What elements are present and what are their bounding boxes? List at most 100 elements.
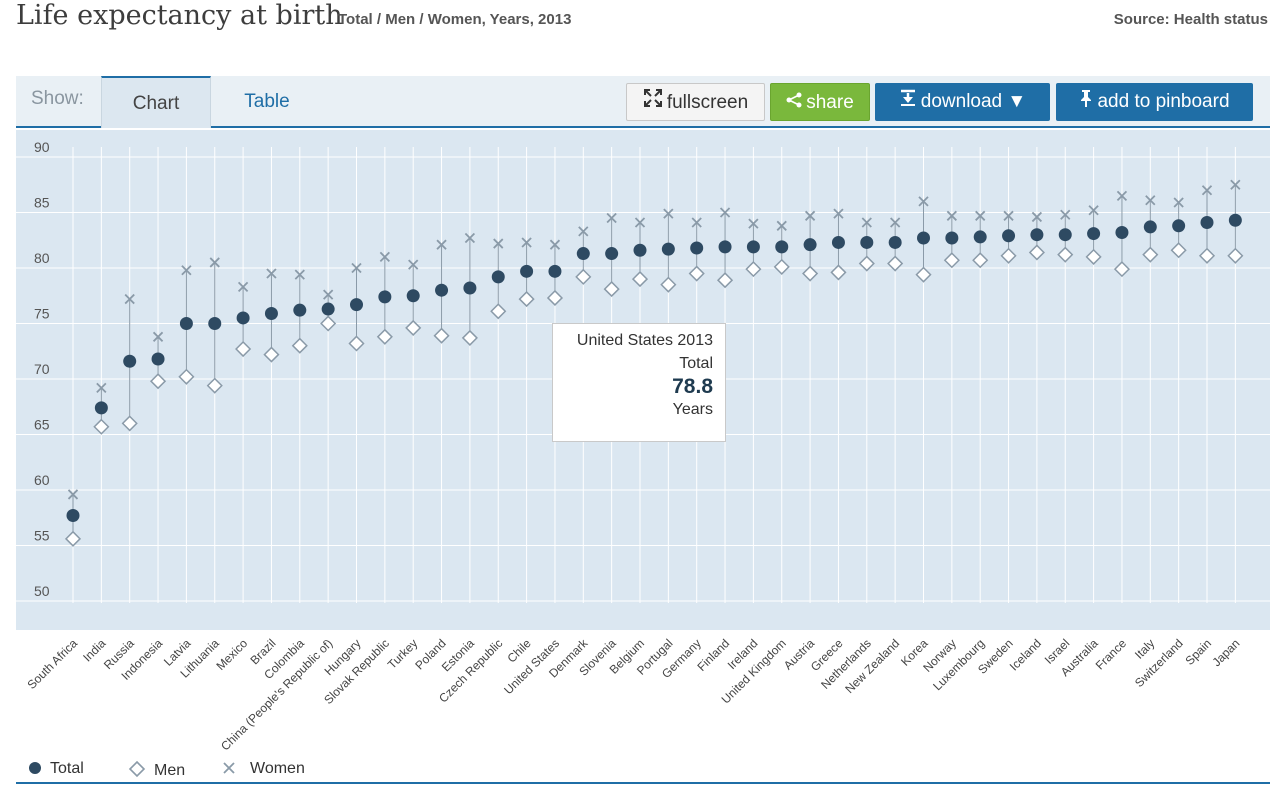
point-men	[1227, 247, 1244, 264]
legend-item-total[interactable]: Total	[28, 760, 84, 778]
source-link[interactable]: Source: Health status	[1113, 11, 1268, 28]
diamond-icon	[128, 760, 146, 778]
share-button[interactable]: share	[770, 83, 870, 121]
pin-icon	[1079, 83, 1093, 121]
point-total	[775, 240, 789, 254]
point-total	[1115, 225, 1129, 239]
point-total	[917, 231, 930, 245]
point-women	[379, 251, 390, 263]
point-women	[1201, 185, 1213, 196]
point-total	[746, 240, 760, 254]
download-button[interactable]: download ▼	[875, 83, 1050, 121]
point-total	[66, 509, 80, 523]
point-total	[406, 289, 420, 303]
point-women	[1145, 195, 1156, 206]
fullscreen-button[interactable]: fullscreen	[626, 83, 765, 121]
x-icon	[223, 762, 235, 774]
point-women	[521, 237, 532, 248]
point-total	[435, 283, 449, 297]
point-total	[236, 311, 250, 325]
legend-item-men[interactable]: Men	[128, 760, 185, 780]
point-total	[491, 270, 505, 284]
tab-chart[interactable]: Chart	[101, 76, 211, 128]
point-men	[405, 319, 422, 336]
point-total	[123, 354, 137, 368]
point-total	[1172, 219, 1186, 233]
point-men	[972, 252, 989, 269]
point-total	[1002, 229, 1016, 243]
point-total	[860, 235, 874, 249]
y-tick-label: 70	[34, 361, 50, 377]
y-tick-label: 65	[34, 417, 50, 433]
point-total	[576, 247, 590, 261]
point-women	[67, 489, 79, 500]
point-total	[888, 235, 902, 249]
y-tick-label: 50	[34, 583, 50, 599]
point-men	[1028, 244, 1045, 261]
x-tick-label: Spain	[1183, 636, 1215, 668]
point-total	[321, 302, 335, 316]
point-men	[1198, 247, 1216, 264]
point-men	[1057, 246, 1074, 263]
point-women	[833, 208, 844, 219]
point-women	[606, 212, 617, 224]
x-tick-label: Japan	[1209, 636, 1242, 669]
point-total	[690, 241, 704, 255]
download-label: download ▼	[920, 91, 1027, 112]
point-men	[660, 276, 677, 293]
point-total	[661, 242, 675, 256]
y-tick-label: 80	[34, 250, 50, 266]
pinboard-button[interactable]: add to pinboard	[1056, 83, 1253, 121]
point-total	[1058, 228, 1072, 242]
legend-label-men: Men	[154, 762, 186, 779]
point-women	[776, 220, 787, 231]
chart-tooltip: United States 2013 Total 78.8 Years	[552, 323, 726, 442]
point-total	[1228, 213, 1242, 227]
point-men	[943, 252, 960, 269]
point-women	[1088, 205, 1099, 216]
point-women	[804, 210, 816, 221]
point-total	[151, 352, 165, 366]
point-men	[887, 255, 904, 272]
point-men	[915, 266, 932, 283]
point-women	[408, 259, 419, 270]
point-men	[1170, 242, 1187, 259]
show-label: Show:	[31, 88, 84, 109]
point-women	[861, 217, 872, 228]
download-icon	[899, 83, 917, 121]
point-men	[461, 329, 478, 346]
chart-toolbar: Show: Chart Table fullscreen share downl…	[16, 76, 1270, 128]
fullscreen-label: fullscreen	[666, 92, 749, 113]
point-total	[350, 298, 363, 312]
point-total	[179, 316, 193, 330]
point-women	[1173, 197, 1184, 208]
point-women	[578, 226, 589, 237]
tab-table[interactable]: Table	[244, 91, 290, 112]
y-tick-label: 85	[34, 195, 50, 211]
page-subtitle: Total / Men / Women, Years, 2013	[338, 11, 572, 28]
pinboard-label: add to pinboard	[1097, 91, 1230, 112]
legend-label-total: Total	[50, 760, 84, 777]
point-women	[493, 238, 504, 249]
point-men	[376, 328, 393, 345]
point-women	[124, 293, 135, 305]
point-total	[264, 307, 278, 320]
point-men	[518, 291, 535, 308]
point-total	[718, 240, 732, 254]
point-men	[716, 272, 734, 289]
legend-item-women[interactable]: Women	[222, 760, 305, 778]
tooltip-title: United States 2013	[576, 332, 713, 349]
point-women	[1031, 211, 1043, 223]
point-men	[433, 327, 450, 344]
circle-icon	[29, 762, 41, 774]
y-tick-label: 90	[34, 139, 50, 155]
point-women	[464, 232, 476, 244]
point-women	[719, 207, 731, 218]
tooltip-unit: Years	[672, 401, 713, 418]
point-women	[975, 210, 986, 221]
point-total	[208, 316, 222, 330]
point-men	[830, 264, 847, 281]
legend-label-women: Women	[250, 760, 305, 777]
point-women	[436, 239, 447, 250]
point-men	[263, 346, 280, 363]
